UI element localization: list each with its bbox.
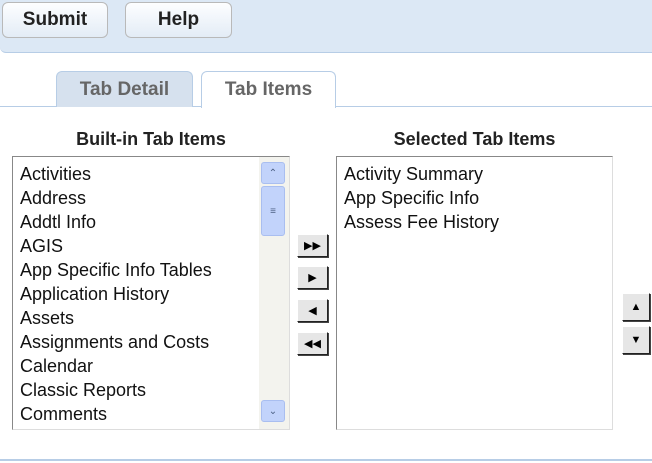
tab-detail[interactable]: Tab Detail — [56, 71, 193, 107]
list-item[interactable]: Addtl Info — [20, 212, 97, 232]
move-up-button[interactable]: ▲ — [622, 293, 650, 321]
tab-items[interactable]: Tab Items — [201, 71, 336, 108]
builtin-list[interactable]: Activities Address Addtl Info AGIS App Speci… — [12, 156, 290, 430]
selected-list[interactable]: Activity Summary App Specific Info Assess … — [336, 156, 613, 430]
move-down-button[interactable]: ▼ — [622, 326, 650, 354]
add-button[interactable]: ▶ — [297, 266, 328, 289]
scrollbar[interactable]: ⌃ ≡ ⌄ — [259, 157, 289, 429]
list-item[interactable]: Comments — [20, 404, 108, 424]
list-item[interactable]: Assets — [20, 308, 75, 328]
list-item[interactable]: Assess Fee History — [344, 212, 500, 232]
list-item[interactable]: App Specific Info — [344, 188, 480, 208]
list-item[interactable]: Calendar — [20, 356, 94, 376]
list-item[interactable]: Classic Reports — [20, 380, 147, 400]
scroll-down-icon[interactable]: ⌄ — [261, 400, 285, 422]
remove-button[interactable]: ◀ — [297, 299, 328, 322]
selected-heading: Selected Tab Items — [393, 129, 556, 149]
list-item[interactable]: Activity Summary — [344, 164, 484, 184]
list-item[interactable]: App Specific Info Tables — [20, 260, 212, 280]
list-item[interactable]: Address — [20, 188, 87, 208]
submit-button[interactable]: Submit — [2, 2, 108, 38]
scroll-up-icon[interactable]: ⌃ — [261, 162, 285, 184]
help-button[interactable]: Help — [125, 2, 232, 38]
list-item[interactable]: Application History — [20, 284, 170, 304]
list-item[interactable]: Assignments and Costs — [20, 332, 210, 352]
toolbar — [0, 0, 652, 53]
add-all-button[interactable]: ▶▶ — [297, 234, 328, 257]
remove-all-button[interactable]: ◀◀ — [297, 332, 328, 355]
builtin-heading: Built-in Tab Items — [76, 129, 226, 149]
bottom-divider — [0, 459, 652, 461]
scroll-thumb[interactable]: ≡ — [261, 186, 285, 236]
list-item[interactable]: Activities — [20, 164, 92, 184]
list-item[interactable]: AGIS — [20, 236, 64, 256]
